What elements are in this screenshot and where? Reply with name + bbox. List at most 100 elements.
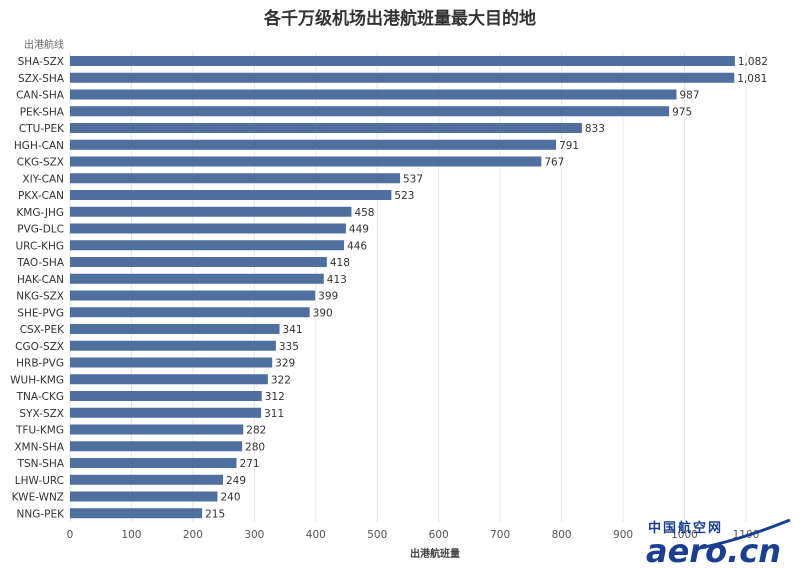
x-tick-label: 1000 bbox=[671, 529, 698, 541]
value-label: 975 bbox=[672, 106, 692, 118]
value-label: 418 bbox=[330, 257, 350, 269]
value-label: 413 bbox=[327, 274, 347, 286]
bar bbox=[70, 340, 276, 351]
category-label: PEK-SHA bbox=[20, 106, 65, 118]
bar bbox=[70, 139, 557, 150]
category-label: KMG-JHG bbox=[16, 207, 64, 219]
bar bbox=[70, 190, 392, 200]
swoosh-icon bbox=[699, 518, 791, 550]
value-label: 833 bbox=[585, 123, 605, 135]
y-axis-label: 出港航线 bbox=[24, 38, 64, 51]
category-label: TAO-SHA bbox=[16, 257, 65, 269]
category-label: HRB-PVG bbox=[16, 358, 64, 370]
value-label: 446 bbox=[347, 240, 367, 252]
category-label: SYX-SZX bbox=[19, 408, 64, 420]
category-label: TNA-CKG bbox=[16, 391, 64, 403]
bar bbox=[70, 240, 345, 251]
value-label: 240 bbox=[220, 492, 240, 504]
bar bbox=[70, 458, 237, 468]
value-label: 1,082 bbox=[738, 56, 768, 68]
bar bbox=[70, 72, 735, 83]
category-label: PVG-DLC bbox=[17, 224, 64, 236]
value-label: 271 bbox=[240, 458, 260, 470]
value-label: 280 bbox=[245, 441, 265, 453]
bar bbox=[70, 106, 670, 117]
category-label: TFU-KMG bbox=[15, 425, 64, 437]
category-label: LHW-URC bbox=[15, 475, 64, 487]
value-label: 537 bbox=[403, 173, 423, 185]
category-label: URC-KHG bbox=[16, 240, 65, 252]
category-label: CGO-SZX bbox=[15, 341, 64, 353]
x-tick-label: 500 bbox=[367, 529, 387, 541]
value-label: 322 bbox=[271, 374, 291, 386]
x-axis-label: 出港航班量 bbox=[410, 547, 460, 560]
value-label: 341 bbox=[283, 324, 303, 336]
category-label: XMN-SHA bbox=[14, 441, 64, 453]
chart-title: 各千万级机场出港航班量最大目的地 bbox=[263, 8, 536, 29]
value-label: 282 bbox=[246, 425, 266, 437]
category-label: SZX-SHA bbox=[18, 73, 65, 85]
watermark-en: aero.cn bbox=[646, 532, 781, 568]
value-label: 335 bbox=[279, 341, 299, 353]
bars: SHA-SZX 1,082 SZX-SHA 1,081 CAN-SHA 987 PEK-SH… bbox=[10, 56, 768, 520]
category-label: CKG-SZX bbox=[17, 157, 64, 169]
value-label: 399 bbox=[318, 291, 338, 303]
category-label: TSN-SHA bbox=[17, 458, 65, 470]
value-label: 767 bbox=[544, 157, 564, 169]
category-label: XIY-CAN bbox=[22, 173, 64, 185]
bar bbox=[70, 123, 582, 133]
value-label: 390 bbox=[313, 307, 333, 319]
x-tick-label: 400 bbox=[306, 529, 326, 541]
bar bbox=[70, 307, 310, 318]
bar bbox=[70, 441, 243, 452]
grid-lines bbox=[69, 52, 747, 522]
category-label: HAK-CAN bbox=[17, 274, 64, 286]
x-tick-label: 300 bbox=[244, 529, 264, 541]
watermark-cn: 中国航空网 bbox=[648, 520, 723, 536]
bar bbox=[70, 56, 735, 66]
value-label: 1,081 bbox=[737, 73, 767, 85]
value-label: 329 bbox=[275, 358, 295, 370]
bar bbox=[70, 508, 203, 519]
category-label: WUH-KMG bbox=[10, 374, 64, 386]
aero-watermark: 中国航空网 aero.cn bbox=[646, 518, 791, 568]
x-tick-label: 600 bbox=[429, 529, 449, 541]
value-label: 249 bbox=[226, 475, 246, 487]
category-label: PKX-CAN bbox=[18, 190, 64, 202]
category-label: HGH-CAN bbox=[14, 140, 64, 152]
value-label: 523 bbox=[394, 190, 414, 202]
value-label: 987 bbox=[680, 90, 700, 102]
value-label: 215 bbox=[205, 508, 225, 520]
x-tick-label: 800 bbox=[552, 529, 572, 541]
x-tick-label: 900 bbox=[613, 529, 633, 541]
value-label: 791 bbox=[559, 140, 579, 152]
value-label: 449 bbox=[349, 224, 369, 236]
bar bbox=[70, 223, 346, 234]
category-label: CAN-SHA bbox=[16, 90, 65, 102]
category-label: CTU-PEK bbox=[19, 123, 65, 135]
x-tick-label: 200 bbox=[183, 529, 203, 541]
value-label: 312 bbox=[265, 391, 285, 403]
x-tick-label: 0 bbox=[67, 529, 74, 541]
bar bbox=[70, 257, 327, 267]
bar bbox=[70, 491, 218, 502]
bar bbox=[70, 206, 352, 217]
bar bbox=[70, 156, 542, 167]
bar bbox=[70, 407, 262, 418]
bar bbox=[70, 374, 268, 385]
x-tick-label: 100 bbox=[121, 529, 141, 541]
bar bbox=[70, 324, 280, 334]
x-axis-ticks: 0 100 200 300 400 500 600 700 800 900 1000 1100 bbox=[67, 529, 760, 541]
bar bbox=[70, 474, 224, 485]
category-label: NKG-SZX bbox=[16, 291, 64, 303]
bar bbox=[70, 290, 316, 301]
bar bbox=[70, 273, 324, 284]
bar bbox=[70, 391, 262, 401]
value-label: 458 bbox=[354, 207, 374, 219]
bar bbox=[70, 173, 400, 184]
category-label: NNG-PEK bbox=[17, 508, 66, 520]
category-label: KWE-WNZ bbox=[12, 492, 64, 504]
bar bbox=[70, 89, 677, 100]
bar bbox=[70, 357, 273, 368]
